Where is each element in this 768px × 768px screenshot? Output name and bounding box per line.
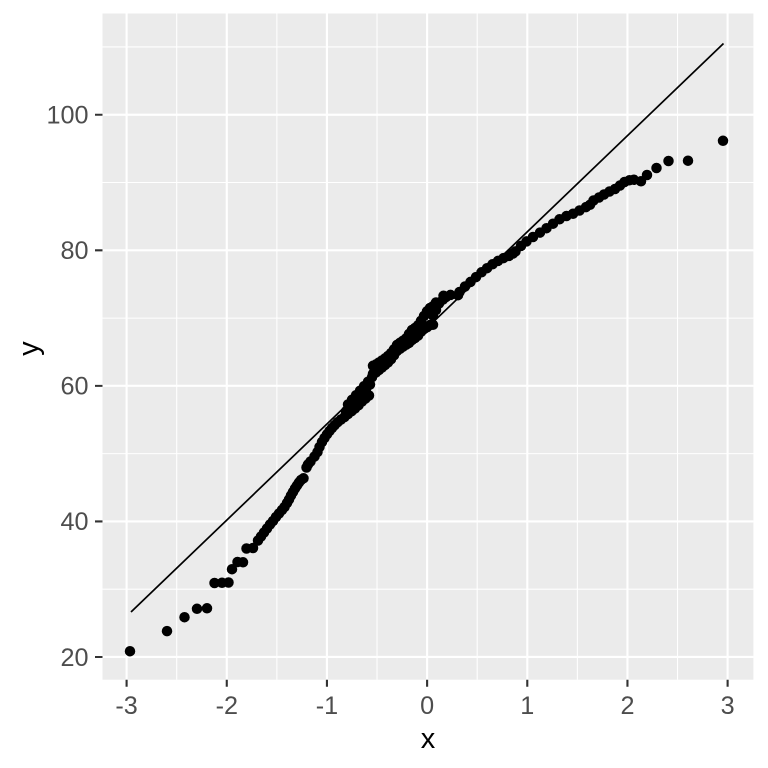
svg-text:3: 3 bbox=[721, 692, 735, 720]
svg-text:1: 1 bbox=[520, 692, 534, 720]
svg-text:-3: -3 bbox=[115, 692, 137, 720]
svg-text:2: 2 bbox=[620, 692, 634, 720]
svg-text:100: 100 bbox=[46, 102, 88, 130]
svg-text:40: 40 bbox=[60, 508, 88, 536]
svg-text:60: 60 bbox=[60, 373, 88, 401]
svg-text:x: x bbox=[421, 723, 436, 755]
svg-text:-1: -1 bbox=[316, 692, 338, 720]
svg-text:y: y bbox=[13, 341, 45, 356]
svg-text:0: 0 bbox=[420, 692, 434, 720]
svg-text:80: 80 bbox=[60, 237, 88, 265]
svg-text:20: 20 bbox=[60, 644, 88, 672]
svg-text:-2: -2 bbox=[216, 692, 238, 720]
